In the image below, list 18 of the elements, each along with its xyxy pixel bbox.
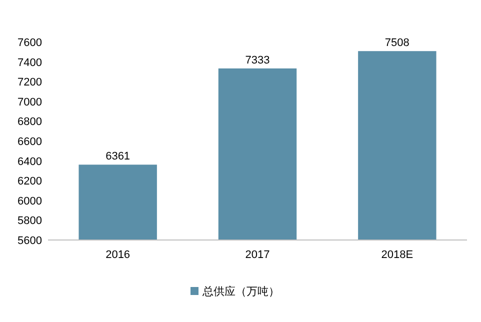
x-tick-label: 2016 [106,249,130,261]
data-label: 6361 [106,150,130,163]
data-label: 7508 [384,37,410,50]
y-tick-label: 7400 [18,56,42,69]
y-tick-label: 7000 [18,96,42,108]
y-tick-label: 6800 [18,116,42,128]
legend-label: 总供应（万吨） [202,285,280,298]
x-tick-label: 2018E [381,249,414,261]
y-tick-label: 5800 [18,215,42,228]
y-tick-label: 6200 [18,176,42,188]
y-tick-label: 5600 [18,235,42,247]
y-tick-label: 6400 [18,156,42,168]
y-tick-label: 6000 [18,195,42,208]
x-tick-label: 2017 [245,249,270,261]
y-tick-label: 7600 [18,37,42,49]
data-label: 7333 [245,54,270,66]
y-tick-label: 7200 [18,76,42,89]
y-tick-label: 6600 [18,136,42,148]
